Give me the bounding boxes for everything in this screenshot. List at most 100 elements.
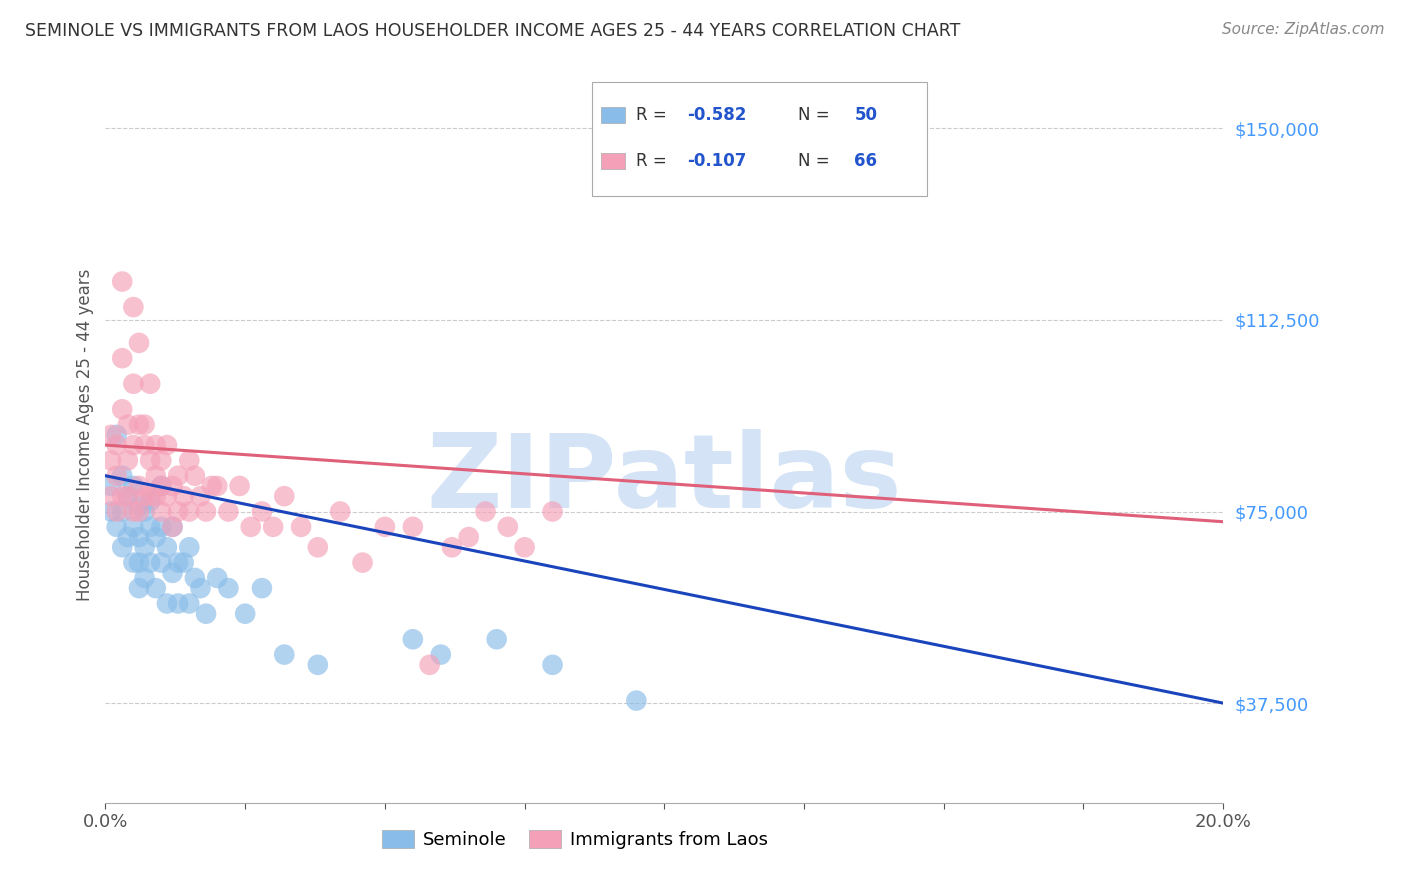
Point bbox=[474, 504, 496, 518]
Point bbox=[134, 489, 156, 503]
Point bbox=[156, 438, 179, 452]
Text: Source: ZipAtlas.com: Source: ZipAtlas.com bbox=[1222, 22, 1385, 37]
Text: ZIPatlas: ZIPatlas bbox=[426, 428, 903, 530]
Point bbox=[100, 479, 122, 493]
Point bbox=[513, 541, 536, 555]
Point bbox=[122, 300, 145, 314]
Point bbox=[100, 504, 122, 518]
Point bbox=[402, 632, 425, 647]
Text: SEMINOLE VS IMMIGRANTS FROM LAOS HOUSEHOLDER INCOME AGES 25 - 44 YEARS CORRELATI: SEMINOLE VS IMMIGRANTS FROM LAOS HOUSEHO… bbox=[25, 22, 960, 40]
Point bbox=[134, 504, 156, 518]
Point bbox=[111, 504, 134, 518]
Point bbox=[184, 468, 207, 483]
Point bbox=[307, 657, 329, 672]
Point bbox=[290, 520, 312, 534]
Point bbox=[167, 556, 190, 570]
Point bbox=[128, 500, 150, 514]
Point bbox=[250, 581, 273, 595]
Point bbox=[179, 504, 201, 518]
Point bbox=[128, 504, 150, 518]
Point bbox=[190, 581, 212, 595]
Point bbox=[128, 479, 150, 493]
Point bbox=[201, 479, 224, 493]
Point bbox=[111, 489, 134, 503]
Point bbox=[541, 657, 564, 672]
Point bbox=[457, 530, 479, 544]
Point bbox=[430, 648, 453, 662]
Text: R =: R = bbox=[637, 153, 672, 170]
Point bbox=[190, 489, 212, 503]
Point bbox=[167, 468, 190, 483]
Point bbox=[156, 489, 179, 503]
Point bbox=[626, 693, 648, 707]
Point bbox=[156, 597, 179, 611]
Point bbox=[128, 556, 150, 570]
Point bbox=[128, 530, 150, 544]
Point bbox=[179, 597, 201, 611]
Point bbox=[128, 581, 150, 595]
Point bbox=[145, 489, 167, 503]
Point bbox=[105, 427, 128, 442]
Text: -0.582: -0.582 bbox=[686, 106, 747, 124]
Point bbox=[105, 520, 128, 534]
Point bbox=[496, 520, 519, 534]
Text: R =: R = bbox=[637, 106, 672, 124]
Point bbox=[329, 504, 352, 518]
Text: 50: 50 bbox=[855, 106, 877, 124]
Point bbox=[228, 479, 250, 493]
Point bbox=[139, 453, 162, 467]
Point bbox=[139, 376, 162, 391]
Y-axis label: Householder Income Ages 25 - 44 years: Householder Income Ages 25 - 44 years bbox=[76, 268, 94, 601]
Point bbox=[273, 648, 295, 662]
Point bbox=[239, 520, 262, 534]
FancyBboxPatch shape bbox=[600, 153, 626, 169]
Point bbox=[128, 335, 150, 350]
Point bbox=[207, 479, 229, 493]
Point bbox=[134, 571, 156, 585]
Text: 66: 66 bbox=[855, 153, 877, 170]
Point bbox=[139, 494, 162, 508]
Point bbox=[122, 504, 145, 518]
Point bbox=[374, 520, 396, 534]
Point bbox=[150, 556, 173, 570]
Point bbox=[233, 607, 256, 621]
Point bbox=[184, 571, 207, 585]
Point bbox=[419, 657, 441, 672]
Point bbox=[150, 453, 173, 467]
Point bbox=[179, 453, 201, 467]
Point bbox=[117, 453, 139, 467]
FancyBboxPatch shape bbox=[600, 107, 626, 123]
Point bbox=[105, 468, 128, 483]
Point bbox=[150, 479, 173, 493]
Point bbox=[217, 581, 239, 595]
Point bbox=[162, 479, 184, 493]
Point bbox=[134, 417, 156, 432]
Point bbox=[122, 556, 145, 570]
Point bbox=[117, 489, 139, 503]
Point bbox=[111, 275, 134, 289]
Point bbox=[111, 402, 134, 417]
Point bbox=[150, 479, 173, 493]
Text: -0.107: -0.107 bbox=[686, 153, 747, 170]
Point bbox=[162, 520, 184, 534]
Point bbox=[440, 541, 463, 555]
Text: N =: N = bbox=[799, 106, 835, 124]
Point bbox=[307, 541, 329, 555]
Point bbox=[207, 571, 229, 585]
Point bbox=[100, 489, 122, 503]
Point bbox=[250, 504, 273, 518]
Point bbox=[111, 351, 134, 366]
Point bbox=[139, 556, 162, 570]
Point bbox=[122, 376, 145, 391]
Point bbox=[485, 632, 508, 647]
Point bbox=[134, 438, 156, 452]
Point bbox=[273, 489, 295, 503]
Point bbox=[167, 504, 190, 518]
Point bbox=[156, 541, 179, 555]
Point bbox=[145, 468, 167, 483]
Point bbox=[105, 504, 128, 518]
Point bbox=[122, 479, 145, 493]
Point bbox=[195, 607, 218, 621]
Point bbox=[162, 566, 184, 580]
Point bbox=[128, 417, 150, 432]
